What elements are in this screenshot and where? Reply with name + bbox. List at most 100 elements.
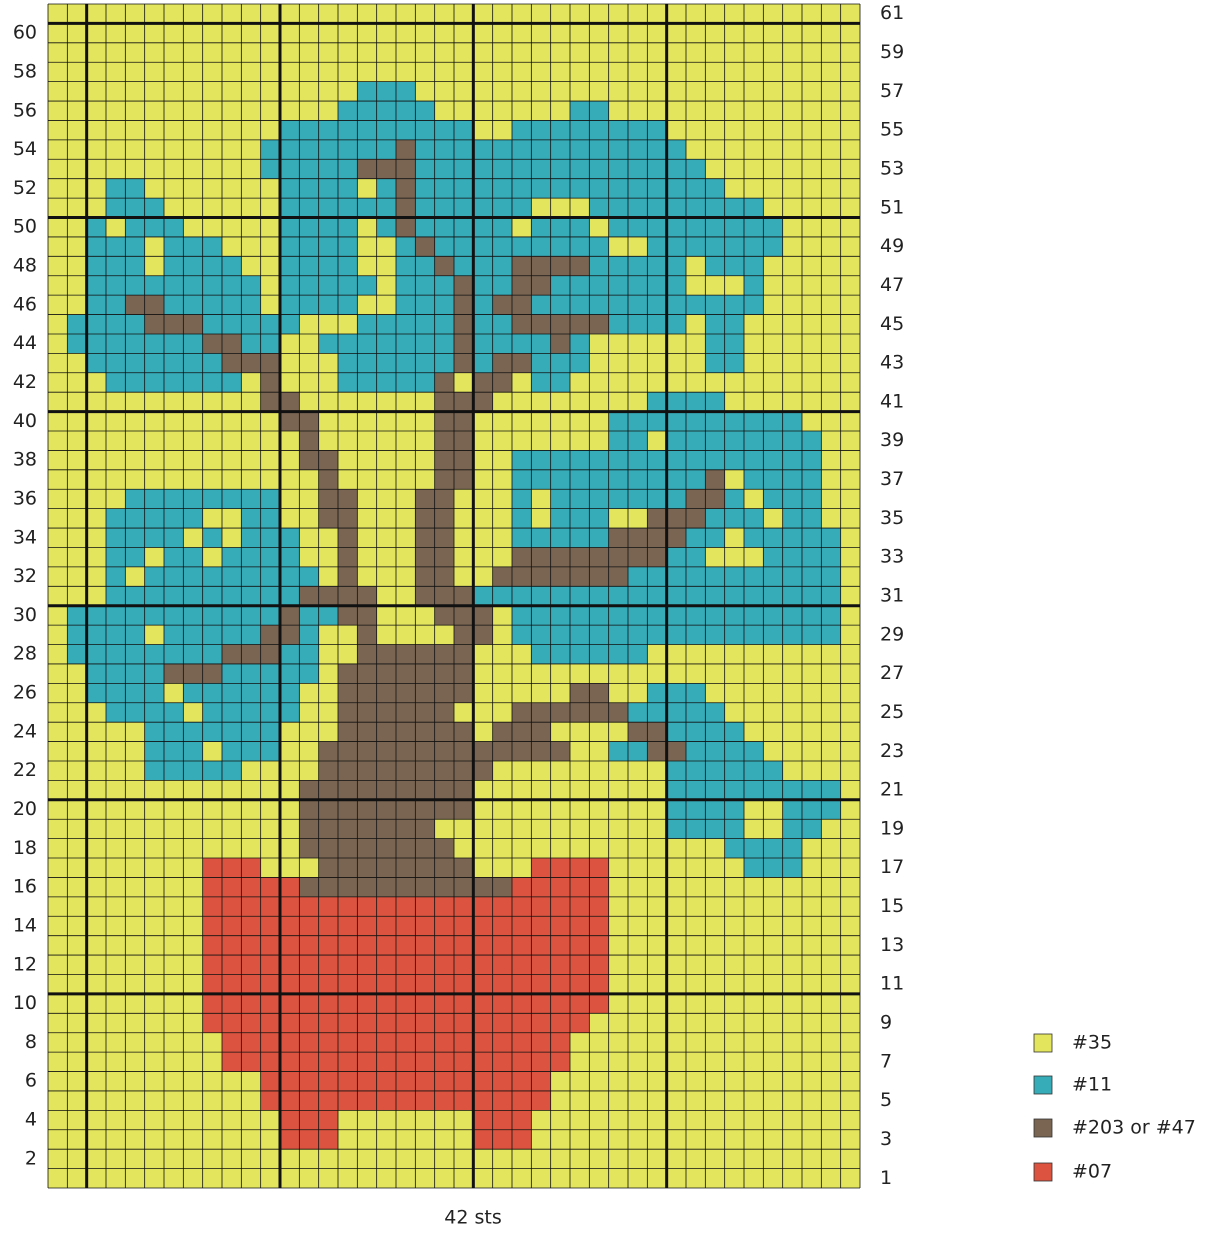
row-number: 20	[13, 798, 37, 820]
row-number: 6	[25, 1070, 37, 1092]
stitch-run	[203, 936, 609, 955]
row-number: 54	[13, 138, 37, 160]
stitch-run	[473, 1130, 531, 1149]
stitch-run	[396, 198, 415, 217]
stitch-run	[203, 994, 609, 1013]
row-number: 3	[880, 1128, 892, 1150]
legend-swatch	[1034, 1076, 1052, 1094]
row-number: 13	[880, 934, 904, 956]
stitch-run	[106, 218, 125, 237]
row-number: 50	[13, 216, 37, 238]
stitch-run	[280, 606, 299, 625]
row-number: 33	[880, 546, 904, 568]
stitch-run	[145, 547, 164, 566]
stitch-run	[512, 703, 647, 722]
stitch-run	[744, 489, 763, 508]
stitch-run	[454, 276, 473, 295]
stitch-run	[338, 664, 473, 683]
stitch-run	[338, 373, 435, 392]
stitch-run	[589, 218, 608, 237]
row-number: 37	[880, 468, 904, 490]
stitch-run	[261, 373, 280, 392]
row-number: 53	[880, 157, 904, 179]
row-number: 1	[880, 1167, 892, 1189]
stitch-run	[454, 334, 473, 353]
stitch-run	[145, 722, 280, 741]
row-number: 32	[13, 565, 37, 587]
row-number: 59	[880, 41, 904, 63]
stitch-run	[357, 159, 415, 178]
stitch-run	[531, 198, 589, 217]
stitch-run	[454, 315, 473, 334]
row-number: 30	[13, 604, 37, 626]
stitch-run	[667, 780, 841, 799]
stitch-run	[87, 295, 261, 314]
row-number: 35	[880, 507, 904, 529]
stitch-run	[106, 586, 319, 605]
stitch-run	[338, 683, 473, 702]
row-number: 26	[13, 682, 37, 704]
row-number: 52	[13, 177, 37, 199]
legend-label: #203 or #47	[1072, 1117, 1196, 1139]
stitch-run	[338, 101, 435, 120]
stitch-run	[338, 528, 357, 547]
stitch-run	[338, 567, 357, 586]
row-number: 48	[13, 255, 37, 277]
stitch-run	[512, 625, 841, 644]
row-number: 36	[13, 487, 37, 509]
stitch-run	[261, 1091, 551, 1110]
row-number: 21	[880, 779, 904, 801]
row-number: 8	[25, 1031, 37, 1053]
stitch-run	[203, 974, 609, 993]
stitch-run	[435, 256, 454, 275]
stitch-run	[473, 1110, 531, 1129]
row-number: 39	[880, 429, 904, 451]
stitch-run	[705, 470, 724, 489]
stitch-run	[299, 315, 357, 334]
row-number: 38	[13, 449, 37, 471]
row-number: 25	[880, 701, 904, 723]
stitch-run	[512, 218, 531, 237]
width-label: 42 sts	[444, 1207, 501, 1229]
stitch-run	[203, 955, 609, 974]
row-number: 18	[13, 837, 37, 859]
stitch-run	[396, 179, 415, 198]
row-number: 45	[880, 313, 904, 335]
stitch-run	[531, 509, 550, 528]
row-number: 61	[880, 2, 904, 24]
stitch-run	[106, 373, 241, 392]
legend-label: #11	[1072, 1074, 1112, 1096]
stitch-run	[396, 140, 415, 159]
row-number: 12	[13, 953, 37, 975]
row-number: 28	[13, 643, 37, 665]
row-number: 11	[880, 973, 904, 995]
stitch-run	[299, 819, 434, 838]
stitch-run	[299, 877, 512, 896]
stitch-run	[222, 528, 241, 547]
stitch-run	[87, 683, 300, 702]
stitch-run	[512, 877, 609, 896]
stitch-run	[763, 509, 782, 528]
stitch-run	[164, 683, 183, 702]
stitch-run	[145, 237, 164, 256]
legend-label: #07	[1072, 1161, 1112, 1183]
row-number: 47	[880, 274, 904, 296]
stitch-run	[512, 606, 841, 625]
stitch-run	[203, 858, 261, 877]
row-number: 19	[880, 817, 904, 839]
stitch-run	[435, 373, 454, 392]
stitch-run	[299, 431, 318, 450]
row-number: 41	[880, 390, 904, 412]
stitch-run	[203, 916, 609, 935]
stitch-run	[531, 353, 589, 372]
stitch-run	[473, 742, 570, 761]
stitch-run	[338, 547, 357, 566]
stitch-run	[454, 295, 473, 314]
stitch-run	[609, 431, 822, 450]
stitch-run	[183, 528, 202, 547]
stitch-run	[145, 761, 242, 780]
stitch-run	[415, 237, 434, 256]
stitch-run	[454, 353, 473, 372]
stitch-run	[686, 256, 705, 275]
row-number: 40	[13, 410, 37, 432]
